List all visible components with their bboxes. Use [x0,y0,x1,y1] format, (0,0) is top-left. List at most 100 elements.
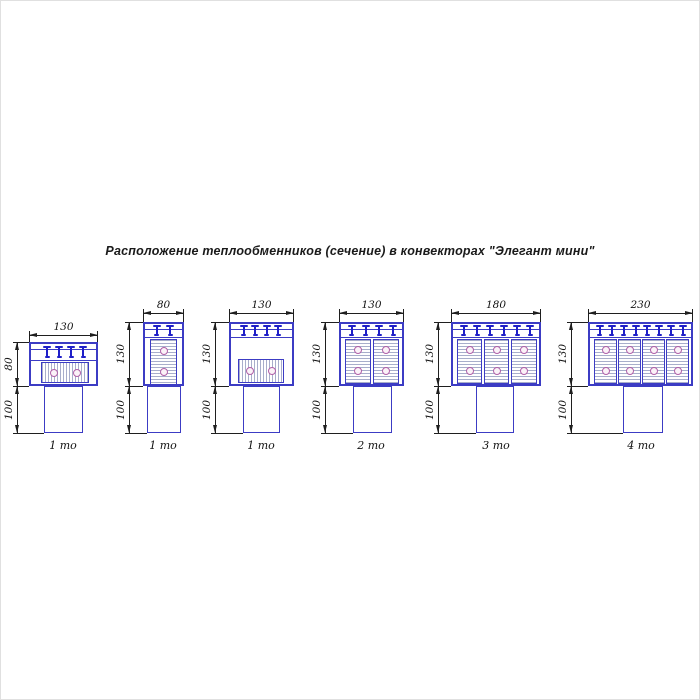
mounting-pin [473,325,481,336]
dimension-line [129,322,130,433]
tube-circle [159,368,168,377]
dimension-arrow [15,386,19,394]
heat-exchanger [484,339,509,384]
heat-exchanger [457,339,482,384]
mounting-pin [486,325,495,336]
dimension-line [571,322,572,433]
dimension-value-width: 130 [361,299,382,311]
dimension-arrow [323,322,327,330]
dimension-arrow [127,425,131,433]
tube-circle [649,346,658,355]
tube-circle [268,367,276,375]
dimension-arrow [127,378,131,386]
dimension-arrow [90,333,98,337]
extension-line [125,433,147,434]
casing-top-band-line [590,329,691,330]
extension-line [13,386,29,387]
mounting-pin [251,325,260,336]
extension-line [211,386,229,387]
casing-top-band-line [145,337,182,338]
drawing-label: 4 то [627,439,655,452]
heat-exchanger [150,339,177,385]
extension-line [451,309,452,322]
drawing-label: 1 то [247,439,275,452]
tube-circle [354,367,362,376]
dimension-value-width: 130 [53,321,74,333]
heat-exchanger [618,339,641,384]
mounting-pin [595,325,604,336]
dimension-arrow [436,322,440,330]
dimension-arrow [15,342,19,350]
casing-top-band-line [453,337,539,338]
extension-line [434,322,451,323]
heat-exchanger [642,339,665,384]
dimension-line [438,322,439,433]
dimension-arrow [588,311,596,315]
mounting-pin [607,325,616,336]
tube-circle [354,346,362,355]
mounting-pin [67,346,75,358]
tube-circle [72,368,81,377]
tube-circle [625,367,634,376]
tube-circle [625,346,634,355]
tube-circle [246,367,254,375]
extension-line [211,322,229,323]
drawing-label: 2 то [357,439,385,452]
mounting-pin [347,325,356,336]
mounting-pin [166,325,175,336]
dimension-arrow [339,311,347,315]
tube-circle [49,368,58,377]
casing-top-band-line [341,337,402,338]
air-duct [44,386,83,433]
casing-top-band-line [590,337,691,338]
drawing-label: 3 то [482,439,510,452]
dimension-arrow [213,386,217,394]
air-duct [353,386,392,433]
extension-line [692,309,693,322]
dimension-arrow [15,378,19,386]
dimension-arrow [569,322,573,330]
drawing-label: 1 то [149,439,177,452]
extension-line [588,309,589,322]
dimension-arrow [229,311,237,315]
air-duct [243,386,280,433]
dimension-arrow [286,311,294,315]
dimension-arrow [436,378,440,386]
heat-exchanger [41,362,89,383]
heat-exchanger [511,339,537,384]
dimension-line [588,313,693,314]
dimension-arrow [323,386,327,394]
mounting-pin [389,325,398,336]
dimension-arrow [436,425,440,433]
air-duct [147,386,181,433]
mounting-pin [667,325,676,336]
tube-circle [649,367,658,376]
extension-line [229,309,230,322]
dimension-value-width: 80 [156,299,171,311]
dimension-arrow [213,322,217,330]
tube-circle [673,346,682,355]
extension-line [321,433,353,434]
dimension-arrow [323,425,327,433]
dimension-arrow [396,311,404,315]
mounting-pin [79,346,87,358]
dimension-arrow [436,386,440,394]
dimension-arrow [569,378,573,386]
mounting-pin [239,325,248,336]
casing-top-band-line [341,329,402,330]
mounting-pin [619,325,628,336]
dimension-arrow [685,311,693,315]
dimension-value-height: 100 [557,399,569,420]
dimension-line [29,335,98,336]
tube-circle [465,346,474,355]
dimension-line [339,313,404,314]
tube-circle [520,346,528,355]
mounting-pin [526,325,535,336]
dimension-value-width: 230 [630,299,651,311]
dimension-arrow [143,311,151,315]
extension-line [567,433,623,434]
